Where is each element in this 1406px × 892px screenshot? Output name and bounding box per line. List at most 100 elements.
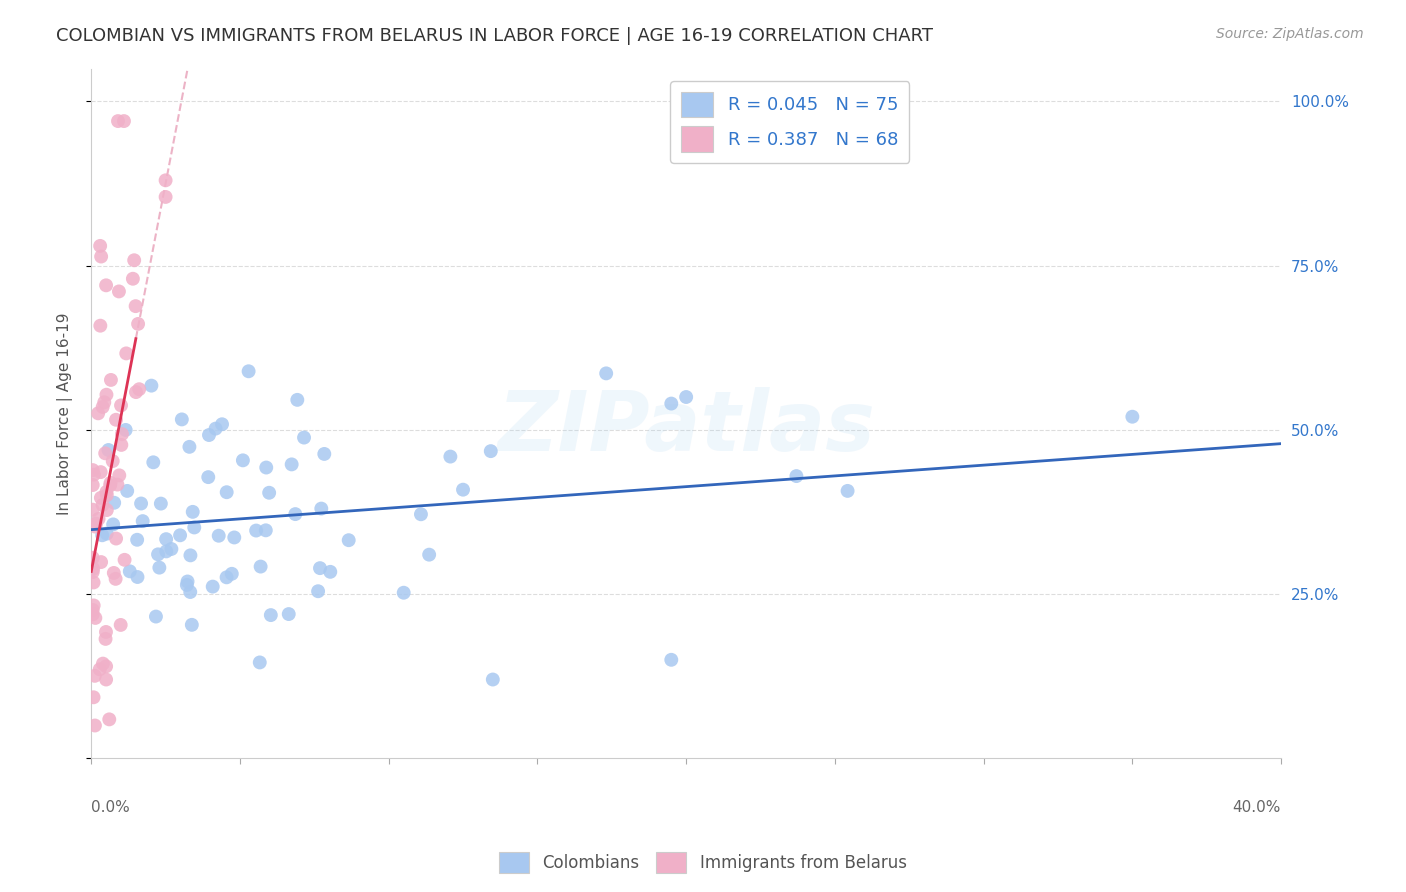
Point bbox=[83, 575, 105, 590]
Point bbox=[280, 458, 302, 472]
Point bbox=[181, 505, 204, 519]
Point bbox=[115, 483, 138, 498]
Point bbox=[409, 508, 432, 522]
Point bbox=[122, 253, 145, 268]
Point bbox=[114, 553, 136, 567]
Point bbox=[148, 560, 170, 574]
Point bbox=[82, 550, 104, 565]
Point bbox=[114, 423, 136, 437]
Point bbox=[254, 460, 277, 475]
Point bbox=[108, 285, 131, 299]
Point bbox=[201, 580, 224, 594]
Point bbox=[101, 517, 124, 532]
Point bbox=[101, 454, 124, 468]
Point bbox=[108, 468, 131, 483]
Point bbox=[146, 547, 169, 561]
Point bbox=[155, 544, 177, 558]
Point bbox=[160, 541, 183, 556]
Point bbox=[91, 400, 114, 414]
Text: COLOMBIAN VS IMMIGRANTS FROM BELARUS IN LABOR FORCE | AGE 16-19 CORRELATION CHAR: COLOMBIAN VS IMMIGRANTS FROM BELARUS IN … bbox=[56, 27, 934, 45]
Point bbox=[82, 565, 104, 579]
Point bbox=[1121, 409, 1143, 424]
Point bbox=[110, 618, 132, 632]
Point bbox=[122, 272, 145, 286]
Point bbox=[100, 475, 122, 490]
Point bbox=[675, 390, 697, 404]
Point bbox=[238, 364, 260, 378]
Point bbox=[91, 657, 114, 671]
Point bbox=[91, 498, 114, 512]
Point bbox=[337, 533, 360, 548]
Point bbox=[285, 392, 308, 407]
Point bbox=[249, 656, 271, 670]
Point bbox=[90, 250, 112, 264]
Text: ZIPatlas: ZIPatlas bbox=[498, 387, 875, 467]
Point bbox=[129, 496, 152, 510]
Point bbox=[107, 477, 129, 491]
Point bbox=[260, 608, 283, 623]
Point bbox=[87, 406, 110, 420]
Legend: R = 0.045   N = 75, R = 0.387   N = 68: R = 0.045 N = 75, R = 0.387 N = 68 bbox=[671, 81, 910, 162]
Point bbox=[208, 529, 231, 543]
Point bbox=[595, 367, 617, 381]
Point bbox=[110, 398, 132, 412]
Point bbox=[232, 453, 254, 467]
Point bbox=[97, 442, 120, 457]
Point bbox=[179, 440, 201, 454]
Point bbox=[83, 669, 105, 683]
Point bbox=[103, 566, 125, 580]
Point bbox=[392, 585, 415, 599]
Point bbox=[124, 299, 146, 313]
Point bbox=[215, 570, 238, 584]
Point bbox=[170, 412, 193, 426]
Point bbox=[94, 278, 117, 293]
Point bbox=[125, 385, 148, 400]
Point bbox=[82, 463, 104, 477]
Point bbox=[245, 524, 267, 538]
Point bbox=[94, 659, 117, 673]
Point bbox=[284, 507, 307, 521]
Point bbox=[94, 632, 117, 646]
Point bbox=[659, 653, 682, 667]
Point bbox=[94, 673, 117, 687]
Legend: Colombians, Immigrants from Belarus: Colombians, Immigrants from Belarus bbox=[492, 846, 914, 880]
Point bbox=[145, 609, 167, 624]
Point bbox=[221, 566, 243, 581]
Point bbox=[439, 450, 461, 464]
Point bbox=[118, 564, 141, 578]
Point bbox=[479, 444, 502, 458]
Point bbox=[87, 512, 110, 526]
Point bbox=[451, 483, 474, 497]
Point bbox=[307, 584, 329, 599]
Point bbox=[104, 572, 127, 586]
Text: 0.0%: 0.0% bbox=[91, 800, 129, 814]
Point bbox=[83, 599, 105, 613]
Point bbox=[211, 417, 233, 432]
Point bbox=[115, 346, 138, 360]
Point bbox=[105, 413, 128, 427]
Point bbox=[149, 497, 172, 511]
Point bbox=[257, 485, 280, 500]
Point bbox=[107, 114, 129, 128]
Point bbox=[89, 318, 111, 333]
Point bbox=[98, 478, 121, 492]
Point bbox=[155, 173, 177, 187]
Point bbox=[127, 570, 149, 584]
Point bbox=[204, 422, 226, 436]
Point bbox=[837, 483, 859, 498]
Point bbox=[277, 607, 299, 621]
Point bbox=[155, 532, 177, 546]
Point bbox=[131, 514, 153, 528]
Point bbox=[112, 114, 135, 128]
Point bbox=[83, 467, 105, 482]
Point bbox=[127, 317, 149, 331]
Point bbox=[128, 382, 150, 396]
Text: 40.0%: 40.0% bbox=[1233, 800, 1281, 814]
Point bbox=[254, 524, 277, 538]
Point bbox=[179, 585, 201, 599]
Point bbox=[89, 239, 111, 253]
Point bbox=[96, 484, 118, 499]
Point bbox=[311, 501, 333, 516]
Point bbox=[111, 427, 134, 442]
Point bbox=[89, 662, 111, 676]
